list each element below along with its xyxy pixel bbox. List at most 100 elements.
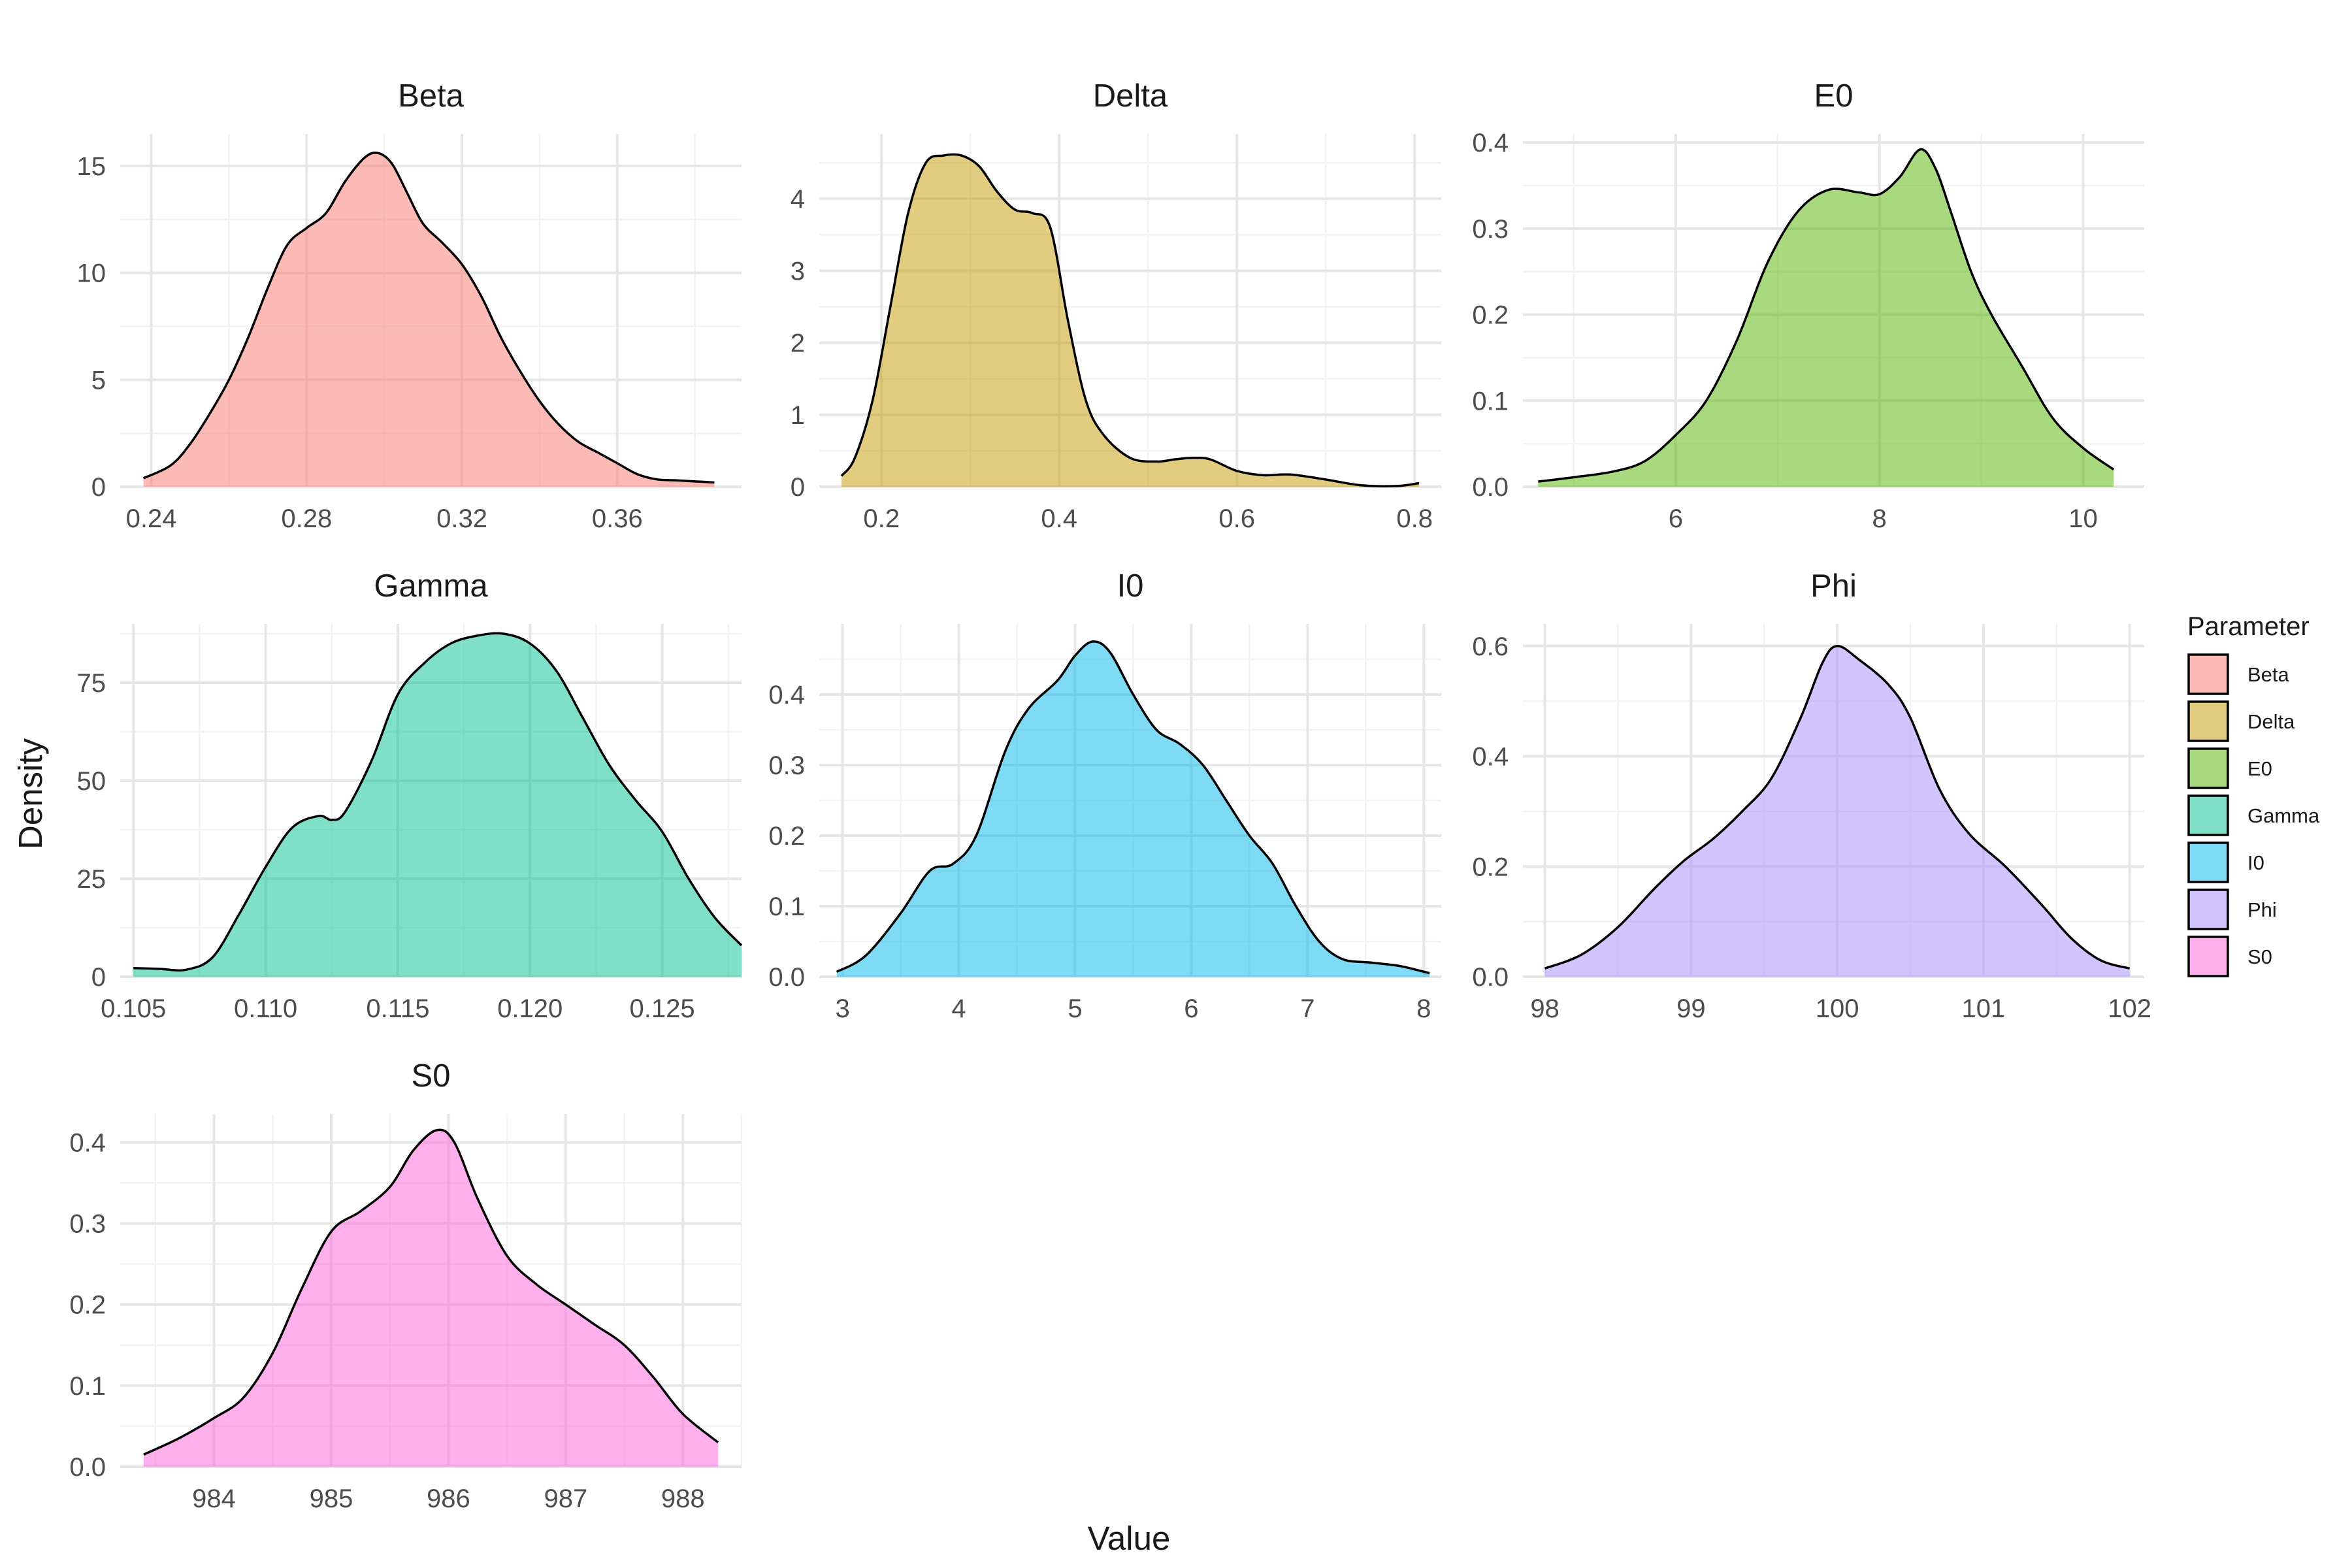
y-tick-label: 3 bbox=[791, 257, 805, 286]
y-tick-label: 75 bbox=[77, 669, 106, 698]
x-tick-label: 6 bbox=[1669, 504, 1683, 533]
density-area-s0 bbox=[143, 1130, 719, 1467]
facet-delta: 0.2 0.4 0.6 0.8 0 1 2 3 4 Delta bbox=[791, 78, 1441, 533]
x-tick-label: 0.32 bbox=[436, 504, 487, 533]
y-tick-label: 0.3 bbox=[1472, 215, 1509, 244]
facet-title-i0: I0 bbox=[1117, 568, 1144, 604]
x-tick-label: 0.120 bbox=[497, 994, 563, 1023]
x-tick-label: 0.105 bbox=[101, 994, 166, 1023]
density-area-e0 bbox=[1538, 149, 2114, 487]
x-tick-label: 10 bbox=[2068, 504, 2098, 533]
legend-key-swatch bbox=[2187, 936, 2229, 977]
legend-label: Gamma bbox=[2247, 804, 2320, 827]
y-tick-label: 2 bbox=[791, 329, 805, 358]
y-tick-label: 1 bbox=[791, 401, 805, 430]
facet-gamma: 0.105 0.110 0.115 0.120 0.125 0 25 50 75 Gamma bbox=[77, 568, 743, 1023]
y-tick-label: 0.1 bbox=[768, 892, 805, 921]
legend-key-swatch bbox=[2187, 747, 2229, 789]
legend-item-e0: E0 bbox=[2187, 747, 2272, 789]
y-tick-label: 0.4 bbox=[1472, 129, 1509, 157]
facet-title-delta: Delta bbox=[1093, 78, 1168, 114]
legend-label: Delta bbox=[2247, 710, 2295, 733]
y-tick-label: 0.2 bbox=[1472, 853, 1509, 881]
y-tick-label: 0.0 bbox=[1472, 473, 1509, 502]
legend-item-delta: Delta bbox=[2187, 700, 2295, 742]
y-tick-label: 5 bbox=[91, 366, 106, 395]
legend-key-swatch bbox=[2187, 653, 2229, 695]
y-tick-label: 0.1 bbox=[1472, 387, 1509, 416]
legend-label: E0 bbox=[2247, 757, 2272, 780]
x-tick-label: 3 bbox=[835, 994, 849, 1023]
x-tick-label: 0.6 bbox=[1218, 504, 1255, 533]
legend-key-swatch bbox=[2187, 700, 2229, 742]
legend-key-swatch bbox=[2187, 841, 2229, 883]
y-tick-label: 0.2 bbox=[69, 1291, 106, 1320]
x-tick-label: 0.115 bbox=[366, 994, 429, 1023]
x-tick-label: 0.24 bbox=[126, 504, 177, 533]
y-tick-label: 4 bbox=[791, 185, 805, 214]
y-tick-label: 15 bbox=[77, 152, 106, 181]
facet-title-s0: S0 bbox=[412, 1058, 451, 1094]
y-tick-label: 25 bbox=[77, 865, 106, 894]
legend-label: S0 bbox=[2247, 945, 2272, 968]
x-tick-label: 0.2 bbox=[863, 504, 900, 533]
x-tick-label: 986 bbox=[427, 1484, 470, 1513]
legend-item-gamma: Gamma bbox=[2187, 794, 2320, 836]
legend: Parameter Beta Delta E0 Gamma I0 Phi S0 bbox=[2187, 612, 2320, 977]
y-tick-label: 50 bbox=[77, 767, 106, 796]
x-tick-label: 984 bbox=[192, 1484, 236, 1513]
facet-title-e0: E0 bbox=[1814, 78, 1854, 114]
facet-i0: 3 4 5 6 7 8 0.0 0.1 0.2 0.3 0.4 I0 bbox=[768, 568, 1441, 1023]
density-area-i0 bbox=[836, 641, 1430, 977]
y-tick-label: 0.2 bbox=[1472, 301, 1509, 330]
y-axis-title: Density bbox=[12, 738, 49, 849]
facet-title-phi: Phi bbox=[1810, 568, 1857, 604]
x-tick-label: 100 bbox=[1816, 994, 1859, 1023]
y-tick-label: 0 bbox=[791, 473, 805, 502]
x-tick-label: 0.125 bbox=[630, 994, 695, 1023]
x-tick-label: 987 bbox=[544, 1484, 587, 1513]
x-tick-label: 988 bbox=[661, 1484, 705, 1513]
y-tick-label: 0 bbox=[91, 473, 106, 502]
y-tick-label: 0.3 bbox=[768, 751, 805, 780]
y-tick-label: 0.2 bbox=[768, 822, 805, 851]
facet-title-gamma: Gamma bbox=[374, 568, 488, 604]
density-area-beta bbox=[143, 152, 715, 487]
x-tick-label: 985 bbox=[310, 1484, 353, 1513]
density-line-beta bbox=[142, 152, 715, 484]
x-tick-label: 102 bbox=[2108, 994, 2151, 1023]
density-line-delta bbox=[840, 153, 1420, 487]
density-line-i0 bbox=[836, 640, 1430, 975]
x-axis-title: Value bbox=[1088, 1520, 1171, 1557]
density-area-phi bbox=[1544, 645, 2130, 977]
y-tick-label: 0.0 bbox=[1472, 963, 1509, 992]
x-tick-label: 7 bbox=[1300, 994, 1315, 1023]
legend-key-swatch bbox=[2187, 794, 2229, 836]
y-tick-label: 0.4 bbox=[1472, 743, 1509, 772]
x-tick-label: 0.28 bbox=[281, 504, 332, 533]
density-line-phi bbox=[1544, 645, 2131, 970]
facet-title-beta: Beta bbox=[398, 78, 465, 114]
x-tick-label: 98 bbox=[1530, 994, 1560, 1023]
y-tick-label: 0.6 bbox=[1472, 632, 1509, 661]
density-area-gamma bbox=[133, 633, 742, 977]
y-tick-label: 0.0 bbox=[768, 963, 805, 992]
x-tick-label: 8 bbox=[1416, 994, 1431, 1023]
x-tick-label: 101 bbox=[1961, 994, 2005, 1023]
density-area-delta bbox=[841, 154, 1419, 487]
facet-beta: 0.24 0.28 0.32 0.36 0 5 10 15 Beta bbox=[77, 78, 742, 533]
facet-e0: 6 8 10 0.0 0.1 0.2 0.3 0.4 E0 bbox=[1472, 78, 2144, 533]
legend-label: I0 bbox=[2247, 851, 2264, 874]
density-line-e0 bbox=[1538, 148, 2115, 483]
legend-label: Beta bbox=[2247, 663, 2290, 686]
y-tick-label: 0.1 bbox=[69, 1372, 106, 1401]
y-tick-label: 0.4 bbox=[69, 1128, 106, 1157]
y-tick-label: 0 bbox=[91, 963, 106, 992]
y-tick-label: 0.0 bbox=[69, 1453, 106, 1482]
y-tick-label: 0.4 bbox=[768, 681, 805, 710]
x-tick-label: 5 bbox=[1068, 994, 1082, 1023]
y-tick-label: 10 bbox=[77, 259, 106, 288]
density-line-s0 bbox=[143, 1128, 719, 1456]
y-tick-label: 0.3 bbox=[69, 1210, 106, 1239]
